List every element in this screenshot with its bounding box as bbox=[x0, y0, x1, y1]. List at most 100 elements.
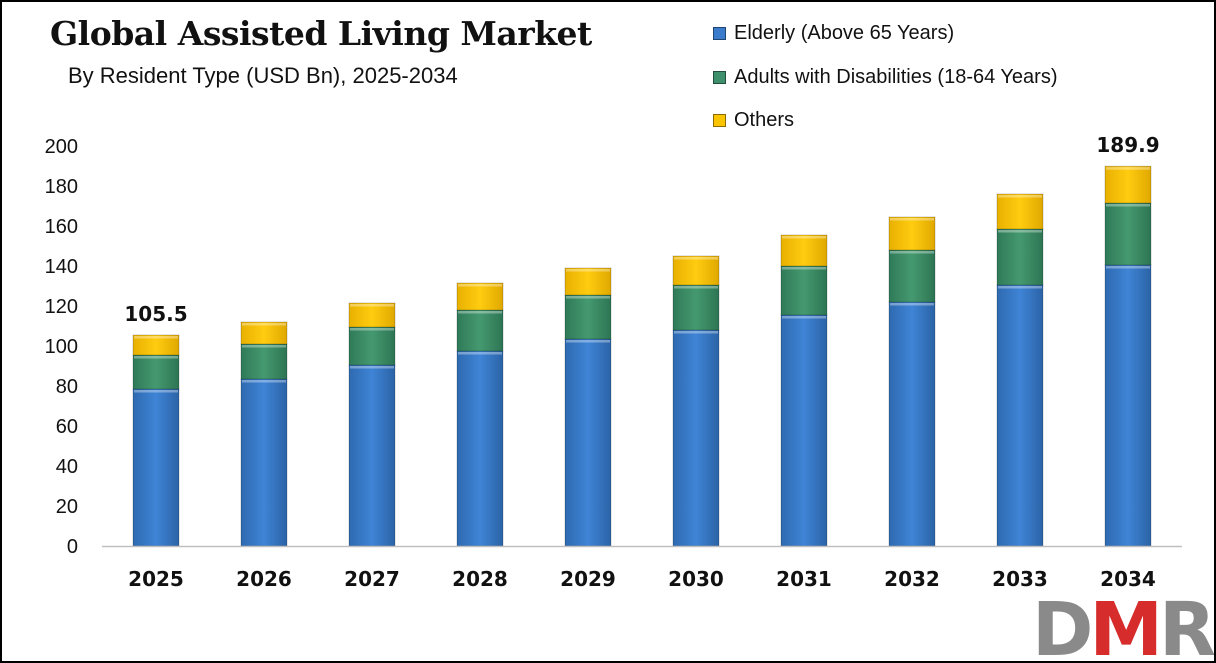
x-tick-label-2034: 2034 bbox=[1100, 567, 1156, 591]
dmr-logo: DMR bbox=[1032, 593, 1214, 661]
y-tick-label-160: 160 bbox=[45, 216, 78, 238]
y-tick-label-200: 200 bbox=[45, 136, 78, 158]
bar-elderly-2027 bbox=[348, 364, 396, 547]
bar-highlight-others-2028 bbox=[458, 284, 502, 287]
bar-highlight-adults-disabilities-2033 bbox=[998, 230, 1042, 233]
bar-others-2030 bbox=[672, 255, 720, 286]
legend-item-elderly: Elderly (Above 65 Years) bbox=[713, 12, 1058, 56]
legend-label-elderly: Elderly (Above 65 Years) bbox=[734, 22, 955, 45]
legend-swatch-others bbox=[713, 114, 726, 128]
bar-elderly-2034 bbox=[1104, 264, 1152, 547]
bar-adults-disabilities-2025 bbox=[132, 354, 180, 390]
bar-highlight-elderly-2027 bbox=[350, 366, 394, 369]
x-tick-label-2027: 2027 bbox=[344, 567, 400, 591]
x-tick-label-2025: 2025 bbox=[128, 567, 184, 591]
bar-adults-disabilities-2026 bbox=[240, 343, 288, 380]
bar-highlight-others-2033 bbox=[998, 195, 1042, 198]
bar-highlight-elderly-2026 bbox=[242, 380, 286, 383]
legend-label-adults-disabilities: Adults with Disabilities (18-64 Years) bbox=[734, 65, 1058, 88]
chart-title: Global Assisted Living Market bbox=[50, 14, 592, 53]
bar-adults-disabilities-2032 bbox=[888, 249, 936, 303]
bar-highlight-elderly-2030 bbox=[674, 331, 718, 334]
bar-highlight-others-2027 bbox=[350, 304, 394, 307]
bar-others-2026 bbox=[240, 321, 288, 345]
chart-subtitle: By Resident Type (USD Bn), 2025-2034 bbox=[68, 63, 458, 88]
x-tick-label-2030: 2030 bbox=[668, 567, 724, 591]
bar-elderly-2031 bbox=[780, 314, 828, 547]
bar-highlight-elderly-2034 bbox=[1106, 266, 1150, 269]
bar-adults-disabilities-2027 bbox=[348, 326, 396, 366]
bar-highlight-others-2031 bbox=[782, 236, 826, 239]
bar-elderly-2032 bbox=[888, 301, 936, 547]
logo-letter-r: R bbox=[1159, 587, 1214, 663]
bar-others-2033 bbox=[996, 193, 1044, 230]
bar-others-2029 bbox=[564, 267, 612, 296]
bar-adults-disabilities-2028 bbox=[456, 309, 504, 352]
bar-others-2027 bbox=[348, 302, 396, 328]
bar-highlight-others-2032 bbox=[890, 218, 934, 221]
bar-elderly-2028 bbox=[456, 350, 504, 547]
bar-highlight-adults-disabilities-2026 bbox=[242, 345, 286, 348]
logo-letter-m: M bbox=[1089, 587, 1163, 663]
bar-highlight-elderly-2031 bbox=[782, 316, 826, 319]
bar-highlight-elderly-2029 bbox=[566, 340, 610, 343]
legend-swatch-adults-disabilities bbox=[713, 70, 726, 84]
bar-elderly-2033 bbox=[996, 284, 1044, 547]
bar-highlight-elderly-2028 bbox=[458, 352, 502, 355]
bar-others-2032 bbox=[888, 216, 936, 251]
y-tick-label-0: 0 bbox=[67, 536, 78, 558]
bar-others-2028 bbox=[456, 282, 504, 311]
y-tick-label-80: 80 bbox=[56, 376, 78, 398]
y-tick-label-180: 180 bbox=[45, 176, 78, 198]
legend-item-adults-disabilities: Adults with Disabilities (18-64 Years) bbox=[713, 56, 1058, 100]
bar-adults-disabilities-2029 bbox=[564, 294, 612, 340]
x-tick-label-2033: 2033 bbox=[992, 567, 1048, 591]
bar-adults-disabilities-2033 bbox=[996, 228, 1044, 286]
bar-highlight-adults-disabilities-2025 bbox=[134, 356, 178, 359]
bar-elderly-2029 bbox=[564, 338, 612, 547]
y-tick-label-120: 120 bbox=[45, 296, 78, 318]
logo-letter-d: D bbox=[1031, 587, 1093, 663]
bar-highlight-others-2026 bbox=[242, 323, 286, 326]
bar-others-2031 bbox=[780, 234, 828, 267]
bar-elderly-2026 bbox=[240, 378, 288, 547]
legend-item-others: Others bbox=[713, 99, 1058, 143]
bars-group bbox=[132, 165, 1152, 547]
bar-others-2025 bbox=[132, 334, 180, 356]
y-tick-label-140: 140 bbox=[45, 256, 78, 278]
x-axis: 2025 2026 2027 2028 2029 2030 2031 2032 2033 2034 bbox=[128, 567, 1156, 591]
chart-legend: Elderly (Above 65 Years) Adults with Dis… bbox=[713, 12, 1058, 143]
y-tick-label-100: 100 bbox=[45, 336, 78, 358]
bar-adults-disabilities-2030 bbox=[672, 284, 720, 331]
bar-others-2034 bbox=[1104, 165, 1152, 204]
total-label-2034: 189.9 bbox=[1096, 133, 1159, 157]
bar-highlight-adults-disabilities-2032 bbox=[890, 251, 934, 254]
bar-highlight-others-2029 bbox=[566, 269, 610, 272]
x-tick-label-2028: 2028 bbox=[452, 567, 508, 591]
bar-elderly-2025 bbox=[132, 388, 180, 547]
total-labels: 105.5 189.9 bbox=[124, 133, 1159, 326]
y-tick-label-20: 20 bbox=[56, 496, 78, 518]
bar-highlight-adults-disabilities-2028 bbox=[458, 311, 502, 314]
legend-swatch-elderly bbox=[713, 27, 726, 41]
bar-highlight-elderly-2032 bbox=[890, 303, 934, 306]
x-tick-label-2032: 2032 bbox=[884, 567, 940, 591]
bar-highlight-elderly-2033 bbox=[998, 286, 1042, 289]
bar-adults-disabilities-2034 bbox=[1104, 202, 1152, 266]
bar-highlight-adults-disabilities-2031 bbox=[782, 267, 826, 270]
y-tick-label-60: 60 bbox=[56, 416, 78, 438]
legend-label-others: Others bbox=[734, 109, 795, 132]
total-label-2025: 105.5 bbox=[124, 302, 187, 326]
bar-highlight-adults-disabilities-2034 bbox=[1106, 204, 1150, 207]
bar-highlight-elderly-2025 bbox=[134, 390, 178, 393]
bar-adults-disabilities-2031 bbox=[780, 265, 828, 316]
y-axis: 0 20 40 60 80 100 120 140 160 180 200 bbox=[45, 136, 78, 558]
bar-elderly-2030 bbox=[672, 329, 720, 547]
bar-highlight-adults-disabilities-2030 bbox=[674, 286, 718, 289]
y-tick-label-40: 40 bbox=[56, 456, 78, 478]
x-tick-label-2026: 2026 bbox=[236, 567, 292, 591]
bar-highlight-others-2030 bbox=[674, 257, 718, 260]
bar-highlight-adults-disabilities-2029 bbox=[566, 296, 610, 299]
